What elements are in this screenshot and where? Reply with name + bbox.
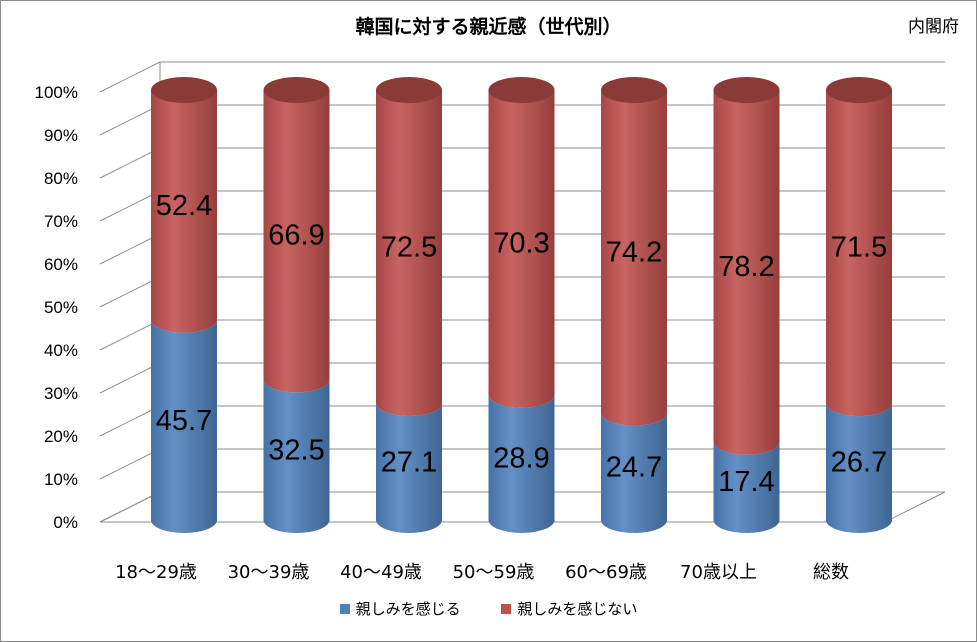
bar-not-close bbox=[151, 90, 217, 333]
bar-not-close bbox=[826, 90, 892, 417]
data-label-feel-close: 26.7 bbox=[831, 447, 887, 479]
x-tick-label: 50～59歳 bbox=[453, 562, 535, 583]
bar-top-cap bbox=[488, 77, 555, 103]
bar-group bbox=[151, 77, 217, 533]
bar-not-close bbox=[263, 90, 330, 393]
bar-feel-close bbox=[713, 441, 780, 533]
legend-label: 親しみを感じる bbox=[355, 600, 461, 618]
gridline-depth bbox=[99, 190, 161, 222]
data-label-feel-close: 27.1 bbox=[381, 447, 437, 479]
gridline-depth bbox=[99, 233, 161, 265]
bar-group bbox=[713, 77, 780, 533]
bar-feel-close bbox=[263, 379, 330, 533]
data-label-feel-close: 45.7 bbox=[156, 405, 212, 437]
bar-top-cap bbox=[601, 77, 667, 103]
y-tick-label: 40% bbox=[44, 341, 78, 360]
data-label-not-close: 52.4 bbox=[156, 190, 212, 222]
bar-not-close bbox=[601, 90, 667, 426]
gridline-depth bbox=[99, 61, 161, 93]
source-label: 内閣府 bbox=[908, 17, 959, 37]
legend-swatch-blue bbox=[339, 603, 350, 614]
bar-not-close bbox=[713, 90, 780, 455]
x-tick-label: 40～49歳 bbox=[340, 562, 422, 583]
legend-item-feel-close: 親しみを感じる bbox=[339, 598, 461, 619]
y-tick-label: 30% bbox=[44, 384, 78, 403]
gridline-depth bbox=[99, 319, 161, 351]
data-label-not-close: 78.2 bbox=[718, 251, 774, 283]
data-label-feel-close: 28.9 bbox=[493, 442, 549, 474]
bar-group bbox=[376, 77, 442, 533]
x-tick-label: 総数 bbox=[813, 562, 849, 583]
chart-title: 韓国に対する親近感（世代別） bbox=[355, 16, 622, 38]
bar-top-cap bbox=[713, 77, 780, 103]
bar-not-close bbox=[376, 90, 442, 417]
legend-swatch-red bbox=[501, 603, 512, 614]
gridline-depth bbox=[99, 104, 161, 136]
gridline-depth bbox=[99, 405, 161, 437]
x-tick-label: 60～69歳 bbox=[565, 562, 647, 583]
gridline-depth bbox=[99, 448, 161, 480]
x-tick-label: 70歳以上 bbox=[680, 562, 757, 583]
bar-feel-close bbox=[488, 394, 555, 533]
bar-group bbox=[826, 77, 892, 533]
data-label-not-close: 72.5 bbox=[381, 232, 437, 264]
bar-group bbox=[488, 77, 555, 533]
data-label-not-close: 70.3 bbox=[493, 227, 549, 259]
bar-top-cap bbox=[263, 77, 330, 103]
bar-top-cap bbox=[376, 77, 442, 103]
y-tick-label: 60% bbox=[44, 255, 78, 274]
bar-top-cap bbox=[151, 77, 217, 103]
legend: 親しみを感じる 親しみを感じない bbox=[0, 598, 977, 619]
gridline-depth bbox=[99, 362, 161, 394]
legend-label: 親しみを感じない bbox=[517, 600, 638, 618]
bar-not-close bbox=[488, 90, 555, 408]
gridline-depth bbox=[99, 147, 161, 179]
y-tick-label: 80% bbox=[44, 169, 78, 188]
legend-item-not-close: 親しみを感じない bbox=[501, 598, 637, 619]
y-tick-label: 90% bbox=[44, 126, 78, 145]
bar-group bbox=[263, 77, 330, 533]
bar-feel-close bbox=[826, 403, 892, 533]
data-label-not-close: 66.9 bbox=[268, 220, 324, 252]
bar-feel-close bbox=[151, 319, 217, 533]
y-tick-label: 10% bbox=[44, 470, 78, 489]
bar-top-cap bbox=[826, 77, 892, 103]
data-label-feel-close: 24.7 bbox=[606, 451, 662, 483]
data-label-feel-close: 32.5 bbox=[268, 435, 324, 467]
data-label-feel-close: 17.4 bbox=[718, 466, 774, 498]
y-tick-label: 50% bbox=[44, 298, 78, 317]
y-tick-label: 20% bbox=[44, 427, 78, 446]
y-tick-label: 70% bbox=[44, 212, 78, 231]
x-tick-label: 18～29歳 bbox=[115, 562, 197, 583]
data-label-not-close: 71.5 bbox=[831, 232, 887, 264]
bar-feel-close bbox=[376, 403, 442, 533]
data-label-not-close: 74.2 bbox=[606, 236, 662, 268]
bar-feel-close bbox=[601, 412, 667, 533]
y-tick-label: 0% bbox=[53, 513, 78, 532]
bar-group bbox=[601, 77, 667, 533]
y-tick-label: 100% bbox=[35, 83, 78, 102]
gridline-depth bbox=[99, 276, 161, 308]
x-tick-label: 30～39歳 bbox=[228, 562, 310, 583]
